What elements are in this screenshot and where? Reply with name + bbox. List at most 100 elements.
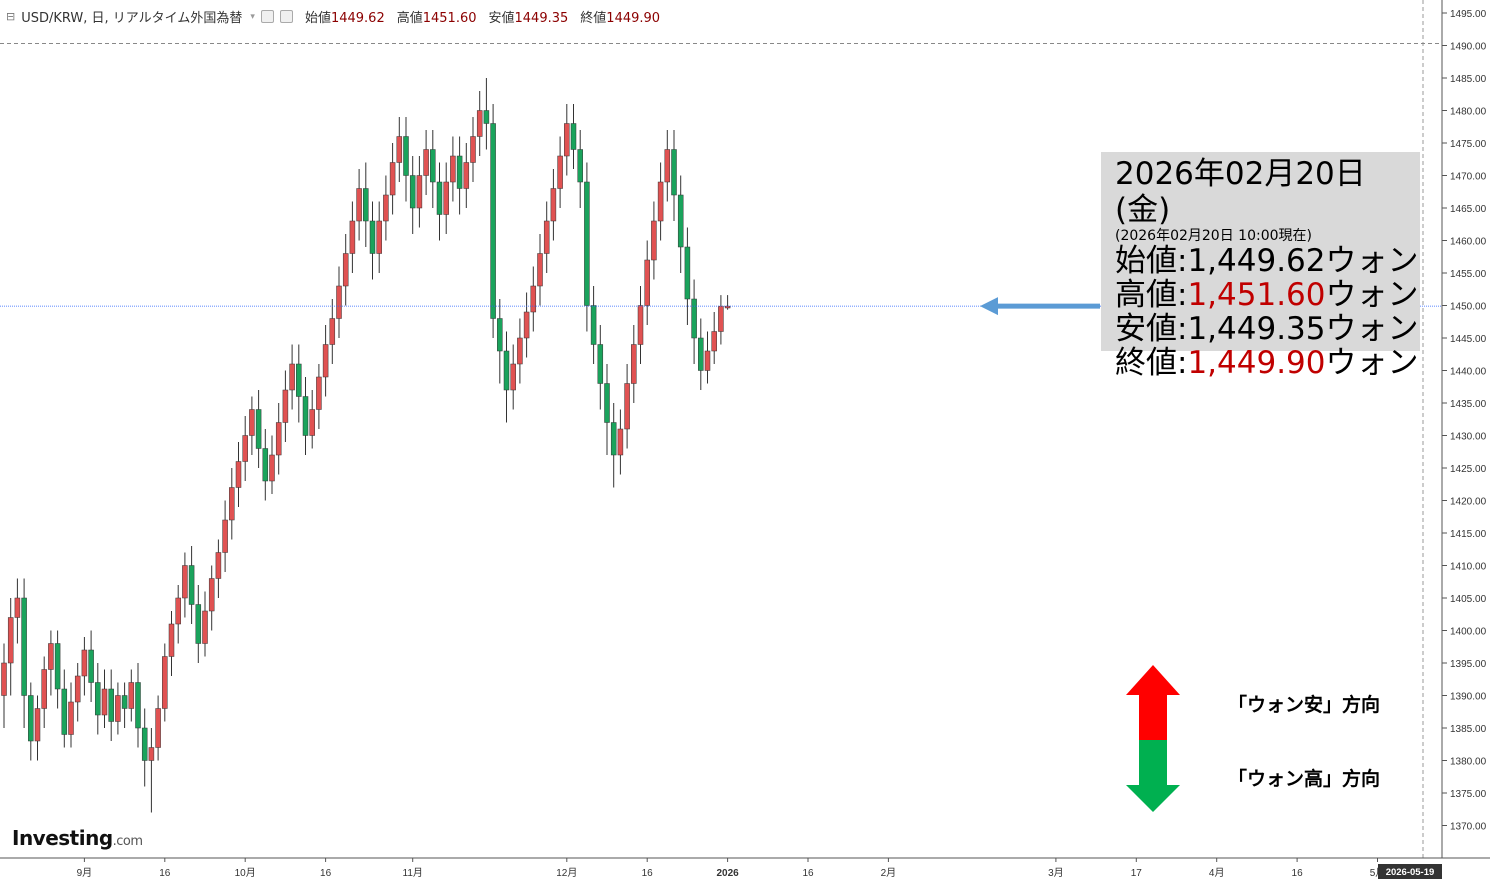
candle-body xyxy=(483,110,490,124)
time-tick-label: 2月 xyxy=(881,867,897,879)
candle-body xyxy=(463,162,470,189)
candle-body xyxy=(282,389,289,423)
candle-body xyxy=(349,220,356,254)
candle-body xyxy=(269,454,275,482)
candle-body xyxy=(423,149,429,176)
open-value: 1449.62 xyxy=(330,11,385,26)
candle-body xyxy=(610,422,617,456)
candle-body xyxy=(242,435,248,462)
time-end-label: 2026-05-19 xyxy=(1386,867,1435,878)
candle-body xyxy=(396,136,403,163)
candle-body xyxy=(95,682,101,716)
candle-body xyxy=(275,422,282,456)
candle-body xyxy=(14,597,21,618)
candle-body xyxy=(503,350,510,391)
info-close-value: 1,449.90 xyxy=(1187,345,1326,381)
candle-body xyxy=(101,688,108,716)
time-tick-label: 9月 xyxy=(77,867,93,879)
candle-body xyxy=(637,305,644,345)
info-open-label: 始値: xyxy=(1115,243,1188,279)
candle-body xyxy=(523,311,530,339)
candlestick-series xyxy=(1,78,731,813)
candle-body xyxy=(490,123,496,319)
candle-body xyxy=(718,305,724,332)
info-close-label: 終値: xyxy=(1115,345,1188,381)
collapse-icon[interactable]: ⊟ xyxy=(6,10,16,23)
candle-body xyxy=(684,246,691,300)
logo-text: Investing xyxy=(12,826,113,850)
candle-body xyxy=(34,708,41,742)
info-open-row: 始値:1,449.62ウォン xyxy=(1115,243,1419,279)
candle-body xyxy=(329,318,336,345)
candle-body xyxy=(517,337,523,365)
candle-body xyxy=(698,337,704,371)
candle-body xyxy=(141,727,148,761)
price-tick-label: 1455.00 xyxy=(1450,269,1487,280)
time-tick-label: 16 xyxy=(320,868,332,879)
candle-body xyxy=(470,136,476,163)
open-label: 始値 xyxy=(304,11,331,26)
candle-body xyxy=(342,253,349,287)
candle-body xyxy=(450,155,456,183)
info-low-value: 1,449.35 xyxy=(1187,311,1326,347)
candle-body xyxy=(41,669,47,709)
candle-body xyxy=(356,188,362,222)
candle-body xyxy=(510,363,516,391)
candle-body xyxy=(456,155,463,189)
price-tick-label: 1495.00 xyxy=(1450,9,1487,20)
candle-body xyxy=(724,305,731,309)
candle-body xyxy=(550,188,557,222)
candle-body xyxy=(162,656,168,709)
info-close-row: 終値:1,449.90ウォン xyxy=(1115,345,1419,381)
candle-body xyxy=(671,149,677,196)
low-value: 1449.35 xyxy=(514,11,569,26)
price-tick-label: 1385.00 xyxy=(1450,724,1487,735)
price-tick-label: 1445.00 xyxy=(1450,334,1487,345)
candle-body xyxy=(657,181,664,222)
candle-body xyxy=(537,253,543,287)
price-axis: 1370.00 1375.00 1380.00 1385.00 1390.00 1395.… xyxy=(1441,0,1490,879)
candle-body xyxy=(202,610,208,644)
info-low-unit: ウォン xyxy=(1325,311,1419,347)
chevron-down-icon[interactable]: ▾ xyxy=(250,11,255,22)
settings-icon[interactable] xyxy=(279,10,293,23)
candle-body xyxy=(222,519,228,553)
candle-body xyxy=(389,162,396,196)
candle-body xyxy=(443,181,449,215)
candle-body xyxy=(88,649,94,683)
price-tick-label: 1415.00 xyxy=(1450,529,1487,540)
candle-body xyxy=(376,220,382,254)
candle-body xyxy=(543,220,550,254)
candle-body xyxy=(61,688,68,735)
price-tick-label: 1425.00 xyxy=(1450,464,1487,475)
high-label: 高値 xyxy=(396,11,423,26)
price-tick-label: 1440.00 xyxy=(1450,367,1487,378)
candle-body xyxy=(195,604,202,644)
visibility-icon[interactable] xyxy=(260,10,274,23)
candle-body xyxy=(631,344,637,384)
logo-suffix: .com xyxy=(112,834,143,849)
won-strong-label: 「ウォン高」方向 xyxy=(1228,768,1381,790)
time-tick-label: 4月 xyxy=(1209,867,1225,879)
symbol-label[interactable]: USD/KRW, 日, リアルタイム外国為替 xyxy=(21,11,243,26)
candle-body xyxy=(135,682,141,729)
won-weak-label: 「ウォン安」方向 xyxy=(1228,694,1381,716)
time-tick-label: 16 xyxy=(1292,868,1304,879)
price-tick-label: 1395.00 xyxy=(1450,659,1487,670)
info-low-row: 安値:1,449.35ウォン xyxy=(1115,311,1419,347)
candle-body xyxy=(644,259,650,306)
price-tick-label: 1480.00 xyxy=(1450,107,1487,118)
high-value: 1451.60 xyxy=(422,11,477,26)
time-tick-label: 10月 xyxy=(235,867,256,879)
candle-body xyxy=(7,617,14,664)
price-tick-label: 1490.00 xyxy=(1450,42,1487,53)
candle-body xyxy=(336,285,342,319)
candle-body xyxy=(383,194,389,222)
price-tick-label: 1390.00 xyxy=(1450,692,1487,703)
candle-body xyxy=(28,695,34,742)
candle-body xyxy=(215,552,222,579)
candle-body xyxy=(577,149,583,183)
time-tick-label: 16 xyxy=(642,868,654,879)
info-high-unit: ウォン xyxy=(1325,277,1419,313)
